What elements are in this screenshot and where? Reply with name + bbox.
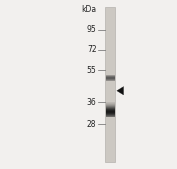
Text: 36: 36: [87, 98, 96, 107]
Text: 28: 28: [87, 120, 96, 129]
Text: 95: 95: [87, 25, 96, 34]
Text: 72: 72: [87, 45, 96, 54]
Text: kDa: kDa: [81, 5, 96, 14]
Bar: [105, 7, 115, 162]
Polygon shape: [117, 87, 124, 95]
Text: 55: 55: [87, 66, 96, 75]
